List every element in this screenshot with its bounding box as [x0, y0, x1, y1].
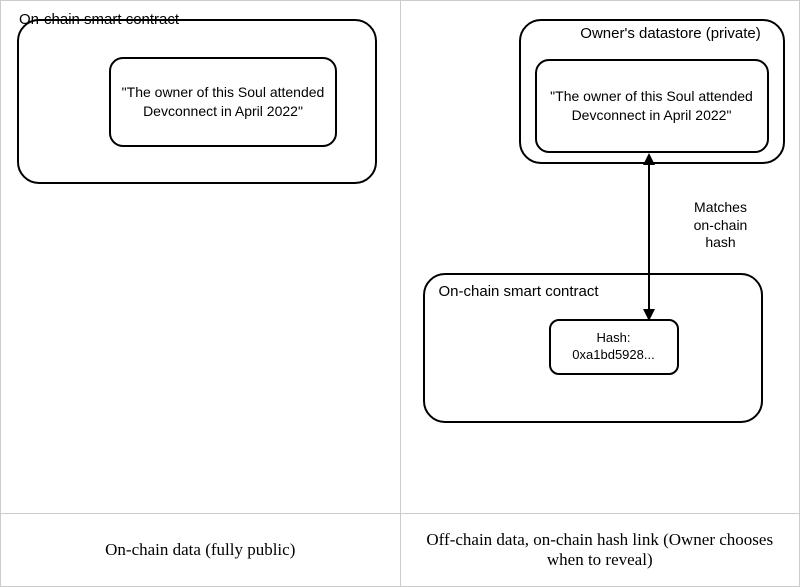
diagram-table: On-chain smart contract "The owner of th… [0, 0, 800, 587]
diagram-row: On-chain smart contract "The owner of th… [1, 1, 799, 514]
right-cell: Owner's datastore (private) "The owner o… [401, 1, 800, 513]
right-hash-box: Hash: 0xa1bd5928... [549, 319, 679, 375]
arrow-label-line: on-chain [694, 217, 748, 233]
arrow-label: Matches on-chain hash [671, 199, 771, 252]
left-caption: On-chain data (fully public) [1, 514, 401, 586]
left-soul-attestation-box: "The owner of this Soul attended Devconn… [109, 57, 337, 147]
right-smart-contract-label: On-chain smart contract [439, 283, 599, 300]
right-soul-attestation-box: "The owner of this Soul attended Devconn… [535, 59, 769, 153]
left-smart-contract-label: On-chain smart contract [19, 11, 179, 28]
right-caption: Off-chain data, on-chain hash link (Owne… [401, 514, 800, 586]
left-cell: On-chain smart contract "The owner of th… [1, 1, 401, 513]
arrow-label-line: Matches [694, 199, 747, 215]
right-datastore-label: Owner's datastore (private) [561, 25, 781, 42]
caption-row: On-chain data (fully public) Off-chain d… [1, 514, 799, 586]
hash-label: Hash: [597, 330, 631, 347]
arrow-label-line: hash [705, 234, 735, 250]
hash-value: 0xa1bd5928... [572, 347, 654, 364]
